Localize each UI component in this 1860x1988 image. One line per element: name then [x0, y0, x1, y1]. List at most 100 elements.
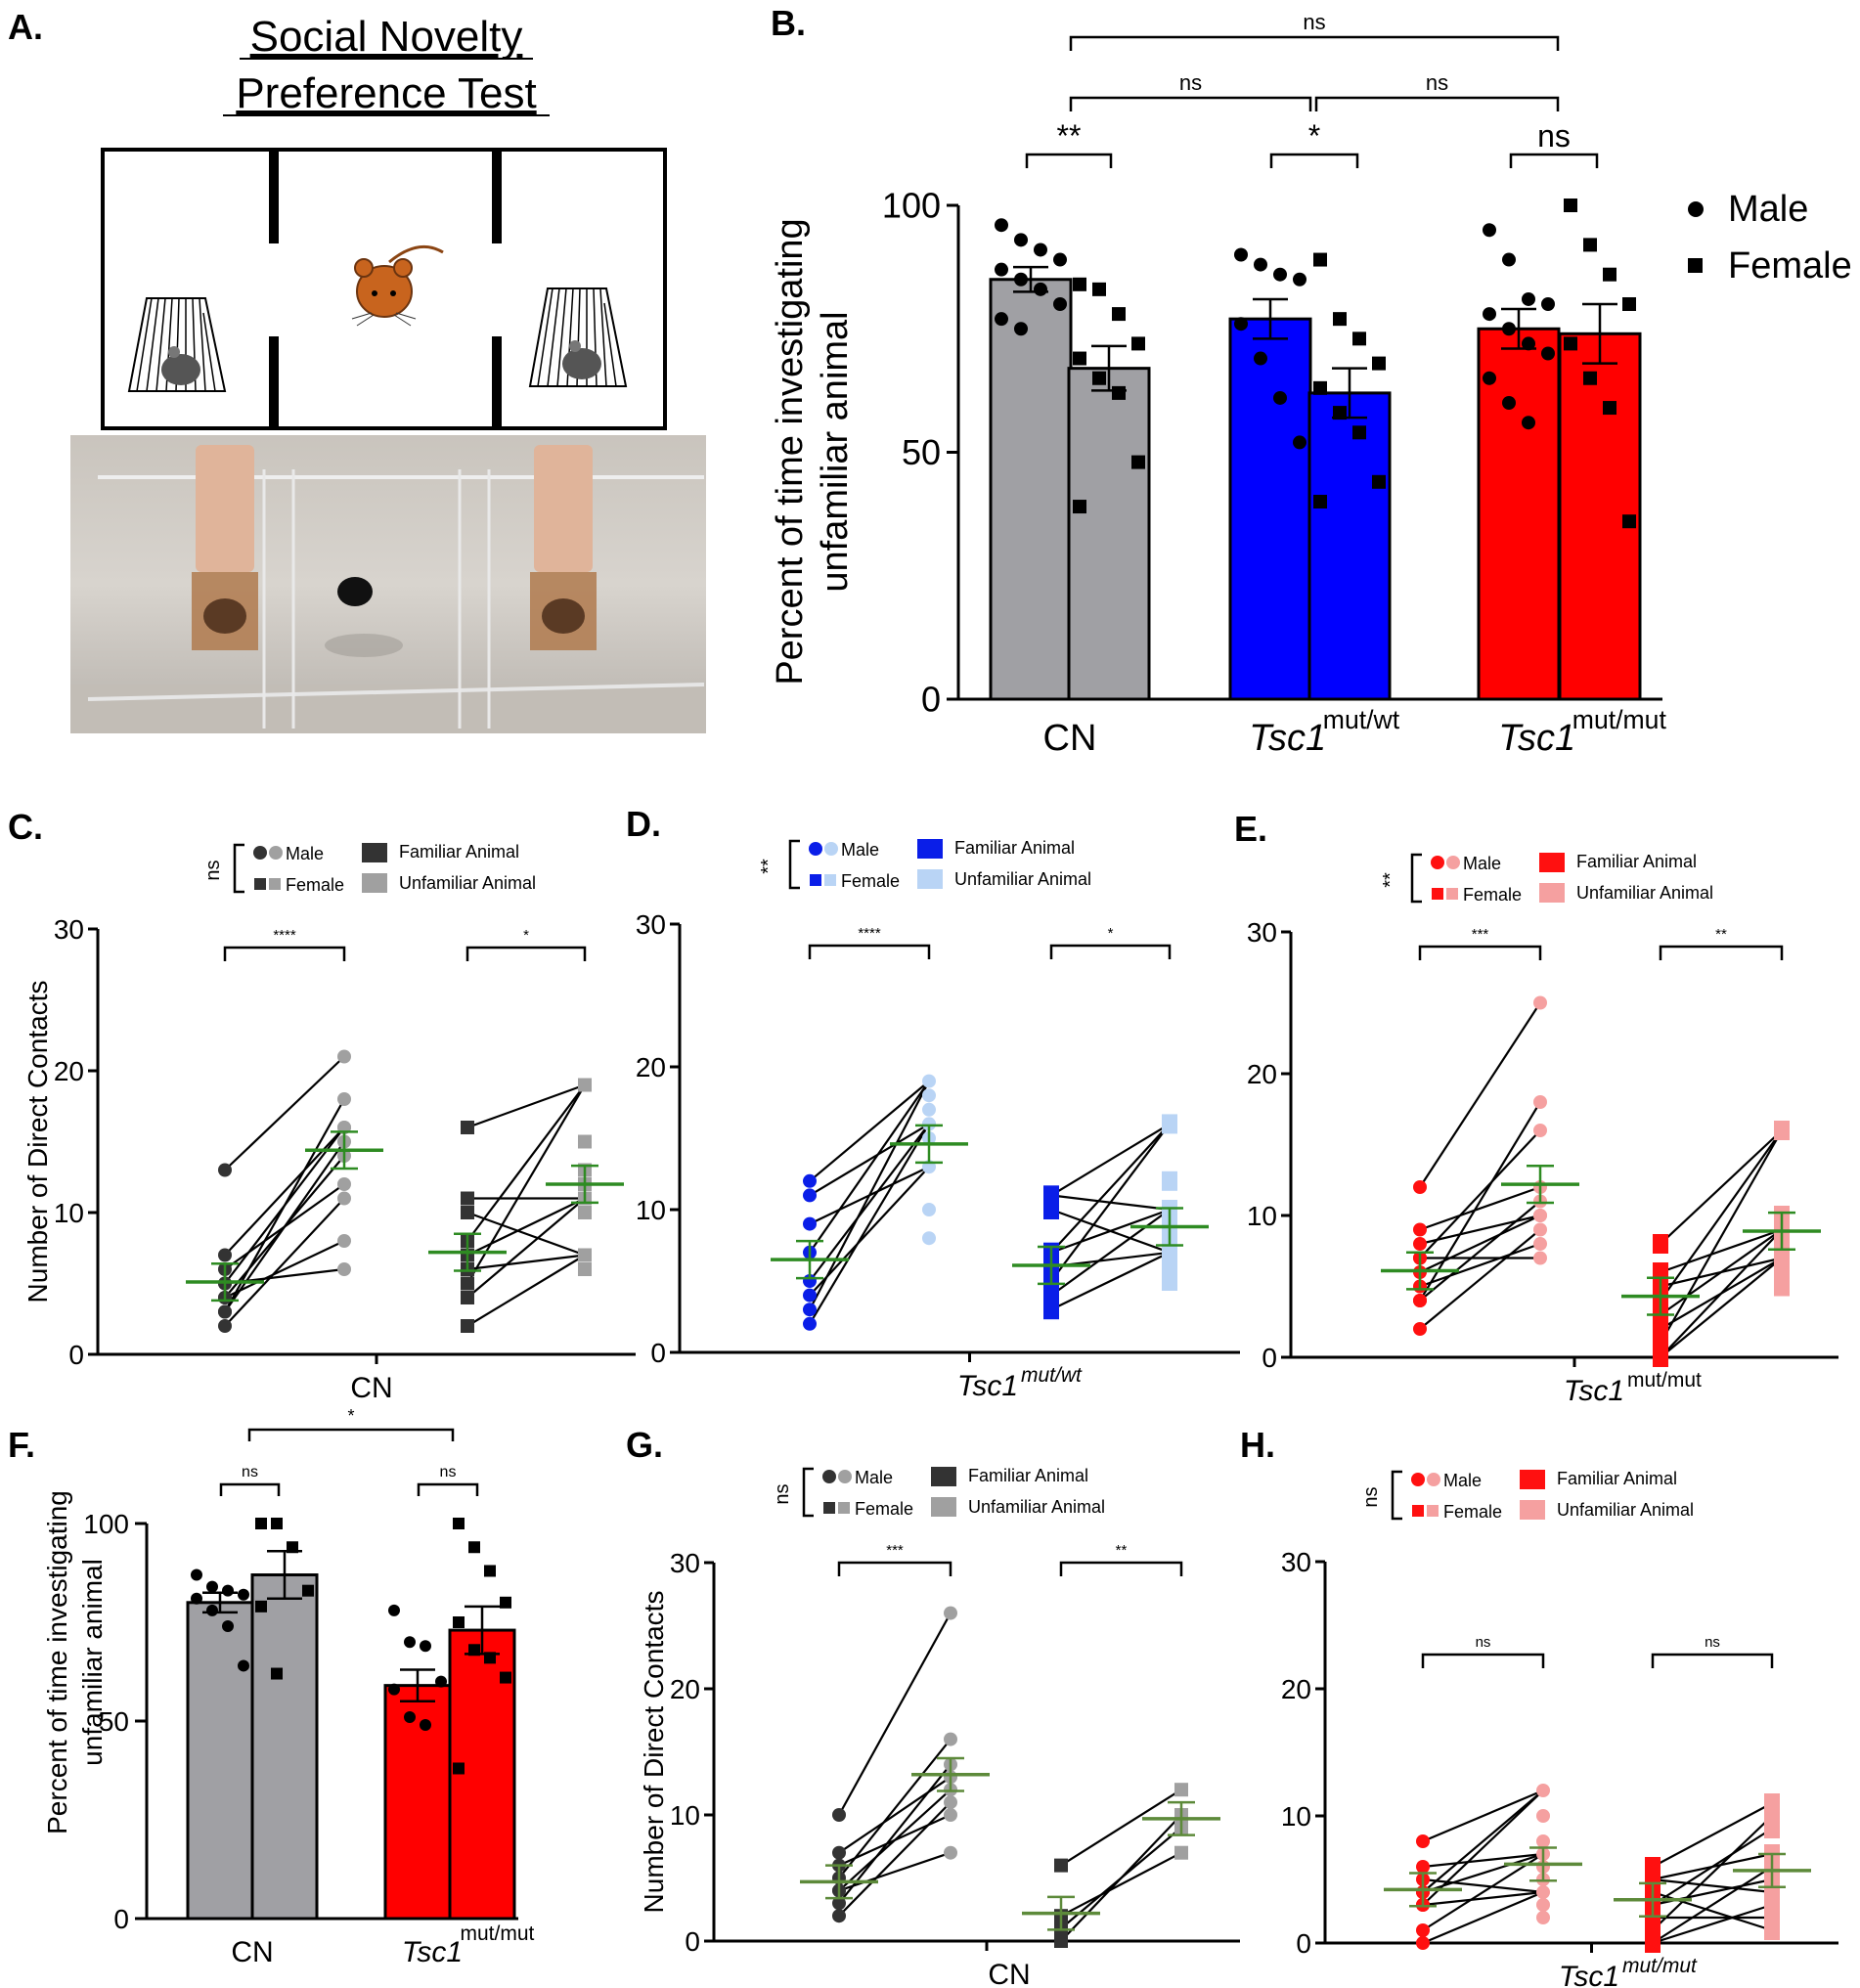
- sig-male-label: ****: [273, 927, 296, 944]
- data-point: [484, 1565, 496, 1577]
- data-point-unfamiliar: [944, 1606, 957, 1620]
- data-point: [404, 1710, 416, 1723]
- legend-female: Female: [1463, 885, 1522, 905]
- x-axis-label: Tsc1: [957, 1370, 1018, 1402]
- x-axis-label-superscript: mut/mut: [1627, 1369, 1702, 1392]
- data-point: [1053, 297, 1067, 311]
- data-point: [1352, 425, 1366, 440]
- data-point-unfamiliar: [922, 1117, 936, 1131]
- legend-sex-significance: ns: [202, 860, 224, 880]
- data-point-familiar: [461, 1121, 474, 1134]
- data-point-unfamiliar: [1536, 1784, 1550, 1797]
- legend: ns Male Female Familiar Animal Unfamiliar An…: [202, 842, 536, 895]
- data-point: [1112, 385, 1126, 400]
- sig-mut-line: [417, 1482, 479, 1496]
- sig-cn-label: **: [1057, 118, 1082, 154]
- y-tick-label: 10: [1247, 1201, 1277, 1231]
- bar: [1307, 391, 1392, 701]
- b-ylabel-line1: Percent of time investigating: [770, 218, 811, 685]
- legend-male-dark: [809, 842, 822, 856]
- legend-female-light: [1446, 888, 1458, 900]
- x-axis-label-superscript: mut/mut: [1622, 1955, 1698, 1977]
- legend-familiar-swatch: [917, 839, 943, 859]
- pair-line: [224, 1055, 345, 1171]
- b-legend-female-marker: [1688, 258, 1703, 273]
- sig-cn-line: [219, 1482, 281, 1496]
- pair-line: [1652, 1828, 1773, 1906]
- data-point-familiar: [218, 1304, 232, 1319]
- panel-label-d: D.: [626, 804, 661, 844]
- data-point-familiar: [1054, 1934, 1068, 1948]
- legend-female: Female: [855, 1499, 913, 1519]
- y-tick-label: 0: [921, 680, 941, 720]
- legend-male-dark: [1431, 856, 1444, 869]
- x-axis-label: CN: [988, 1959, 1030, 1988]
- panel-a-title-line2: Preference Test: [236, 69, 536, 117]
- data-point: [1293, 435, 1306, 450]
- data-point-familiar: [1054, 1858, 1068, 1873]
- panel-label-e: E.: [1234, 809, 1267, 849]
- b-legend-male-marker: [1688, 201, 1704, 217]
- pair-line: [1050, 1123, 1171, 1254]
- data-point-familiar: [832, 1909, 846, 1923]
- data-point: [1622, 514, 1636, 529]
- data-point: [1483, 223, 1496, 238]
- b-legend-male: Male: [1728, 189, 1808, 230]
- legend-familiar-swatch: [1539, 853, 1565, 872]
- data-point-unfamiliar: [337, 1092, 351, 1106]
- pair-line: [1422, 1789, 1544, 1843]
- data-point: [1112, 307, 1126, 322]
- data-point-unfamiliar: [1533, 1237, 1547, 1251]
- b-legend-female: Female: [1728, 245, 1852, 287]
- y-tick-label: 0: [650, 1338, 666, 1368]
- data-point: [1014, 322, 1028, 336]
- pair-line: [466, 1083, 586, 1129]
- pair-line: [1060, 1789, 1182, 1867]
- data-point-unfamiliar: [1764, 1921, 1780, 1940]
- group-label-superscript: mut/mut: [1572, 705, 1667, 734]
- data-point-unfamiliar: [1162, 1171, 1177, 1191]
- pair-line: [1652, 1878, 1773, 1894]
- data-point: [1131, 336, 1145, 351]
- data-point: [1583, 238, 1597, 252]
- pair-line: [1419, 1185, 1541, 1231]
- data-point: [1352, 331, 1366, 346]
- pair-line: [1419, 1228, 1541, 1330]
- data-point-familiar: [1653, 1234, 1668, 1254]
- legend-familiar-swatch: [362, 843, 387, 862]
- data-point-unfamiliar: [944, 1808, 957, 1822]
- data-point: [404, 1636, 416, 1649]
- sig-cn-line: [1025, 153, 1113, 168]
- pair-line: [1060, 1851, 1182, 1918]
- sig-male-line: [223, 946, 346, 961]
- data-point: [1092, 371, 1106, 385]
- data-point: [995, 312, 1008, 327]
- legend-male: Male: [1463, 854, 1501, 873]
- data-point: [1603, 267, 1616, 282]
- sig-female-label: ns: [1705, 1634, 1720, 1651]
- data-point: [1092, 282, 1106, 296]
- pair-line: [466, 1197, 586, 1257]
- data-point-unfamiliar: [1536, 1911, 1550, 1924]
- sig-male-label: ****: [858, 925, 881, 942]
- data-point: [1273, 390, 1287, 405]
- sig-cn-mut-label: ns: [1303, 10, 1325, 34]
- legend-sex-significance: **: [758, 859, 779, 874]
- sig-cn-mut-line: [1069, 35, 1560, 51]
- data-point: [435, 1675, 447, 1688]
- panel-label-f: F.: [8, 1425, 35, 1465]
- data-point: [1333, 312, 1347, 327]
- legend-unfamiliar-swatch: [1539, 883, 1565, 903]
- y-tick-label: 20: [670, 1674, 700, 1704]
- data-point-familiar: [832, 1896, 846, 1911]
- data-point-unfamiliar: [1162, 1114, 1177, 1134]
- data-point-familiar: [803, 1173, 817, 1188]
- pair-line: [466, 1254, 586, 1271]
- legend-male: Male: [841, 840, 879, 860]
- data-point: [1273, 267, 1287, 282]
